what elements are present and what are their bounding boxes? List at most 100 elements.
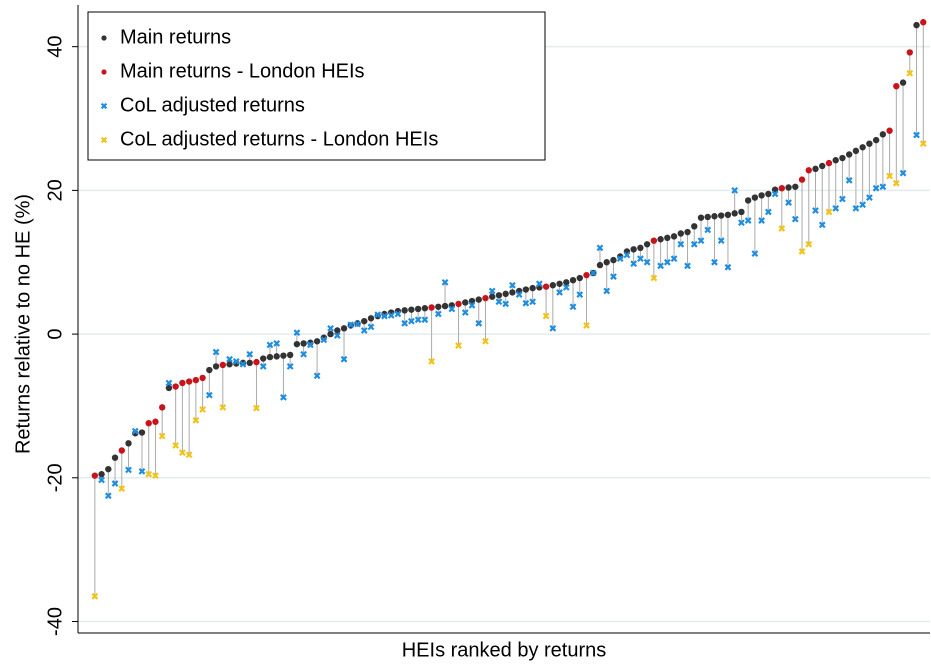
legend-label: CoL adjusted returns - London HEIs [120, 128, 438, 150]
point [670, 255, 678, 263]
point [832, 204, 840, 212]
point [529, 298, 537, 306]
y-axis-label: Returns relative to no HE (%) [12, 194, 34, 454]
point [125, 466, 132, 474]
point [340, 325, 348, 332]
point [839, 195, 846, 203]
point [219, 361, 227, 369]
point [589, 269, 597, 277]
point [758, 217, 765, 224]
point [603, 259, 610, 266]
point [569, 303, 577, 311]
point [663, 258, 671, 266]
point [832, 157, 839, 164]
drop-lines [94, 22, 924, 597]
point [509, 281, 516, 289]
point [812, 165, 819, 173]
point [596, 244, 604, 252]
point [165, 379, 173, 387]
point [886, 172, 893, 180]
legend-marker [100, 102, 108, 110]
point [408, 306, 415, 313]
point [859, 144, 866, 151]
point [562, 284, 570, 291]
point [852, 204, 860, 212]
point [138, 467, 146, 475]
point [232, 358, 240, 365]
point [475, 296, 482, 303]
point [691, 223, 698, 230]
point [805, 167, 812, 174]
point [798, 248, 806, 255]
point [401, 307, 408, 314]
point [212, 363, 220, 370]
point [455, 342, 462, 349]
point [461, 309, 469, 316]
point [866, 194, 873, 201]
point [637, 255, 644, 263]
point [165, 384, 173, 392]
point [556, 289, 563, 296]
legend-label: Main returns [120, 26, 231, 48]
point [434, 310, 442, 318]
point [98, 476, 105, 484]
point [104, 492, 112, 500]
point [724, 211, 732, 219]
point [717, 237, 725, 245]
point [643, 241, 651, 248]
point [670, 233, 678, 240]
y-tick-label: -40 [44, 607, 66, 636]
point [913, 131, 920, 139]
point [569, 276, 577, 284]
point [583, 322, 590, 329]
point [610, 256, 617, 264]
point [576, 274, 583, 282]
point [347, 321, 355, 329]
point [313, 372, 321, 380]
point [819, 162, 826, 170]
point [522, 286, 530, 293]
point [906, 69, 914, 77]
point [751, 250, 759, 257]
point [334, 327, 341, 334]
point [185, 451, 193, 459]
point [118, 447, 125, 454]
point [172, 442, 180, 449]
point [367, 323, 375, 331]
point [259, 363, 267, 370]
point [792, 183, 799, 190]
point [333, 332, 341, 339]
point [596, 261, 604, 269]
point [879, 131, 887, 138]
point [199, 406, 206, 413]
point [266, 353, 274, 361]
point [475, 319, 483, 327]
point [899, 169, 907, 177]
point [367, 315, 375, 322]
point [441, 278, 449, 286]
point [751, 194, 759, 201]
point [246, 350, 254, 358]
legend-label: Main returns - London HEIs [120, 60, 365, 82]
point [738, 219, 745, 227]
point [125, 440, 132, 447]
point [327, 324, 334, 332]
point [158, 432, 166, 440]
point [145, 419, 152, 427]
point [387, 312, 395, 319]
x-axis-label: HEIs ranked by returns [402, 639, 607, 661]
point [428, 358, 435, 365]
point [421, 316, 429, 324]
point [381, 312, 388, 320]
point [724, 263, 732, 271]
point [414, 316, 422, 324]
point [239, 360, 247, 368]
point [913, 21, 920, 29]
point [488, 287, 496, 295]
legend: Main returns Main returns - London HEIs Co… [87, 11, 546, 161]
point [697, 237, 705, 245]
y-tick-label: 40 [44, 36, 66, 58]
point [206, 366, 213, 374]
legend-marker [101, 35, 107, 41]
point [273, 353, 280, 360]
